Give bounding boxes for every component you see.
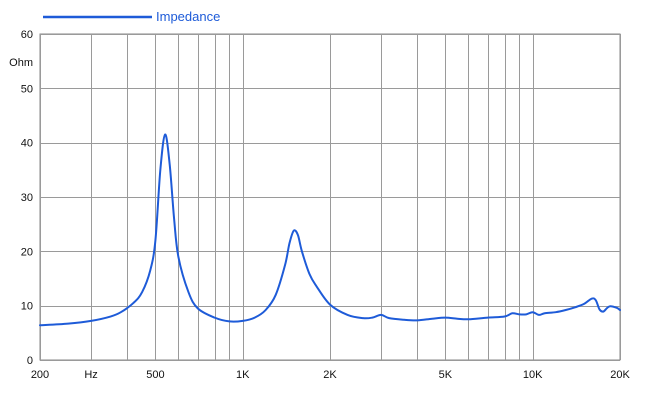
y-tick-labels: 0 10 20 30 40 50 60 xyxy=(21,29,33,367)
x-tick-label: 200 xyxy=(31,369,49,381)
series-group xyxy=(39,133,621,327)
x-tick-label: 500 xyxy=(146,369,164,381)
y-tick-label: 20 xyxy=(21,246,33,258)
y-tick-label: 60 xyxy=(21,29,33,41)
y-axis-label: Ohm xyxy=(9,57,33,69)
x-tick-label: 20K xyxy=(610,369,630,381)
x-tick-label: 10K xyxy=(523,369,543,381)
y-tick-label: 30 xyxy=(21,192,33,204)
y-tick-label: 50 xyxy=(21,83,33,95)
impedance-series-line xyxy=(39,133,621,327)
legend-label: Impedance xyxy=(156,9,220,24)
y-tick-label: 10 xyxy=(21,301,33,313)
x-tick-label: 1K xyxy=(236,369,250,381)
x-tick-label: 2K xyxy=(323,369,337,381)
y-grid xyxy=(40,34,620,361)
y-tick-label: 40 xyxy=(21,138,33,150)
x-tick-label: 5K xyxy=(439,369,453,381)
y-tick-label: 0 xyxy=(27,355,33,367)
x-tick-label: Hz xyxy=(84,369,97,381)
legend: Impedance xyxy=(43,9,220,24)
x-tick-labels: 200 Hz 500 1K 2K 5K 10K 20K xyxy=(31,369,631,381)
